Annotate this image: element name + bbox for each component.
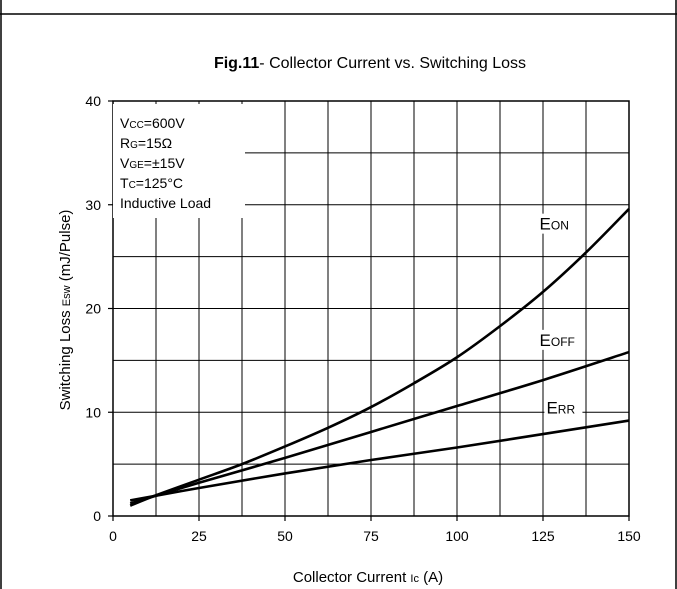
chart-title: Fig.11- Collector Current vs. Switching …	[214, 55, 526, 72]
y-axis-label: Switching Loss Esw (mJ/Pulse)	[57, 210, 74, 411]
series-line-off	[129, 350, 630, 505]
series-line-on	[129, 207, 630, 507]
x-tick-label: 0	[109, 528, 117, 544]
y-axis-label-sub: Esw	[61, 285, 73, 306]
x-tick-label: 100	[445, 528, 469, 544]
condition-line: VGE=±15V	[120, 155, 185, 171]
condition-line: Inductive Load	[120, 195, 211, 211]
condition-line: VCC=600V	[120, 115, 185, 131]
condition-line: RG=15Ω	[120, 135, 172, 151]
series-line-rr	[129, 419, 630, 502]
y-tick-label: 20	[85, 301, 101, 317]
conditions-box: VCC=600V RG=15Ω VGE=±15V TC=125°C Inductive …	[113, 104, 245, 218]
x-tick-label: 25	[191, 528, 207, 544]
chart-title-rest: - Collector Current vs. Switching Loss	[259, 55, 526, 72]
conditions-background	[113, 104, 245, 218]
series-label-background	[537, 329, 586, 350]
chart-title-prefix: Fig.11	[214, 55, 259, 72]
x-tick-label: 50	[277, 528, 293, 544]
y-axis-label-unit: (mJ/Pulse)	[57, 210, 74, 286]
x-axis-label: Collector Current Ic (A)	[293, 569, 443, 586]
series-label-background	[537, 213, 576, 234]
series-label-on: EON	[540, 215, 569, 234]
series-lines: EON EOFF ERR	[129, 207, 630, 507]
x-tick-label: 150	[617, 528, 641, 544]
y-tick-label: 10	[85, 404, 101, 420]
series-label-rr: ERR	[546, 398, 575, 417]
y-tick-label: 30	[85, 197, 101, 213]
series-label-off: EOFF	[540, 331, 575, 350]
x-tick-label: 75	[363, 528, 379, 544]
series-label-background	[544, 397, 583, 418]
x-axis-label-sub: Ic	[410, 573, 419, 585]
axis-ticks: 0 25 50 75 100 125 150 0 10 20 30 40	[85, 93, 640, 544]
x-axis-label-unit: (A)	[419, 569, 443, 586]
y-axis-label-main: Switching Loss	[57, 306, 74, 410]
y-tick-label: 40	[85, 93, 101, 109]
x-axis-label-main: Collector Current	[293, 569, 411, 586]
x-tick-label: 125	[531, 528, 555, 544]
y-tick-label: 0	[93, 508, 101, 524]
condition-line: TC=125°C	[120, 175, 183, 191]
